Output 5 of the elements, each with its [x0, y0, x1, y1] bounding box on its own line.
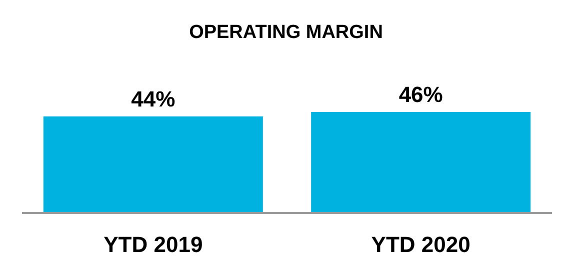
- x-tick-label: YTD 2020: [371, 232, 470, 257]
- x-tick-label: YTD 2019: [104, 232, 203, 257]
- data-label: 46%: [398, 82, 443, 107]
- data-label: 44%: [131, 86, 176, 112]
- chart-title: OPERATING MARGIN: [189, 22, 383, 43]
